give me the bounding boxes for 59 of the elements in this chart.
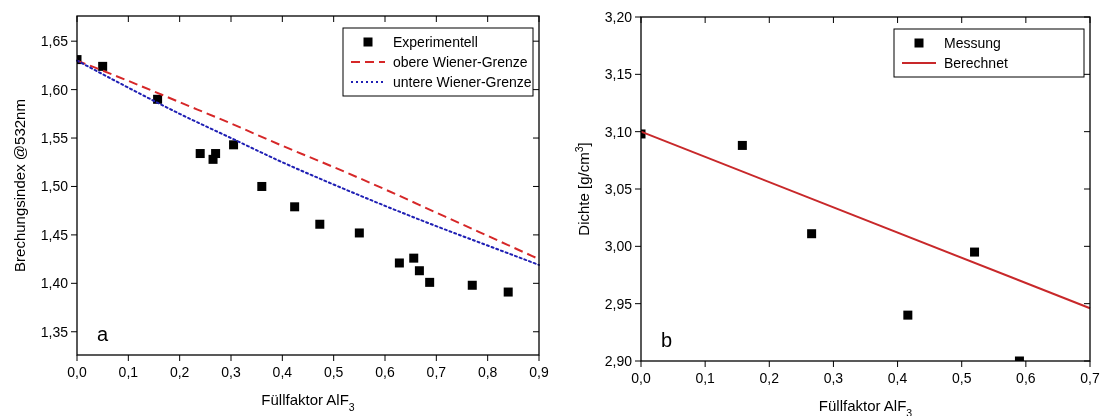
x-tick-label: 0,1 <box>695 370 716 386</box>
point <box>737 140 747 150</box>
x-tick-label: 0,1 <box>118 364 139 380</box>
x-tick-label: 0,5 <box>323 364 344 380</box>
y-tick-label: 3,10 <box>604 123 633 140</box>
point <box>195 149 205 159</box>
y-tick-label: 1,60 <box>40 81 69 98</box>
point <box>970 247 980 257</box>
point <box>315 219 325 229</box>
x-tick-label: 0,6 <box>1016 370 1036 386</box>
x-tick-label: 0,2 <box>169 364 190 380</box>
x-tick-label: 0,8 <box>477 364 498 380</box>
legend-label: Messung <box>944 35 1001 51</box>
y-tick-label: 1,45 <box>40 226 69 243</box>
point <box>409 253 419 263</box>
y-tick-label: 3,15 <box>604 66 633 83</box>
point <box>503 287 513 297</box>
point <box>354 228 364 238</box>
y-tick-label: 2,90 <box>604 353 633 369</box>
annotation: a <box>97 323 109 345</box>
point <box>229 140 239 150</box>
x-tick-label: 0,3 <box>823 370 844 386</box>
y-tick-label: 1,55 <box>40 130 69 147</box>
x-tick-label: 0,6 <box>375 364 395 380</box>
point <box>467 280 477 290</box>
x-tick-label: 0,0 <box>67 364 87 380</box>
legend-label: Experimentell <box>393 34 478 50</box>
point <box>257 181 267 191</box>
y-tick-label: 3,00 <box>604 238 633 255</box>
point <box>290 202 300 212</box>
x-tick-label: 0,4 <box>887 370 908 386</box>
x-tick-label: 0,0 <box>631 370 651 386</box>
y-tick-label: 3,05 <box>604 181 633 197</box>
point <box>807 229 817 239</box>
y-tick-label: 3,20 <box>604 9 633 25</box>
y-tick-label: 1,65 <box>40 33 69 50</box>
x-tick-label: 0,7 <box>1080 370 1100 386</box>
point <box>211 149 221 159</box>
point <box>98 61 108 71</box>
x-tick-label: 0,9 <box>529 364 549 380</box>
x-tick-label: 0,5 <box>951 370 972 386</box>
legend-label: Berechnet <box>944 55 1008 71</box>
y-tick-label: 1,35 <box>40 323 69 340</box>
x-tick-label: 0,7 <box>426 364 447 380</box>
point <box>425 277 435 287</box>
point <box>394 258 404 268</box>
legend-label: untere Wiener-Grenze <box>393 74 532 90</box>
x-tick-label: 0,3 <box>221 364 241 380</box>
y-tick-label: 1,40 <box>40 275 69 292</box>
legend-label: obere Wiener-Grenze <box>393 54 528 70</box>
y-tick-label: 1,50 <box>40 178 69 195</box>
x-tick-label: 0,4 <box>272 364 293 380</box>
y-tick-label: 2,95 <box>604 295 633 312</box>
point <box>414 266 424 276</box>
x-axis-title: Füllfaktor AlF$_{3}$ <box>261 391 355 413</box>
annotation: b <box>661 329 673 351</box>
y-axis-title: Brechungsindex @532nm <box>11 99 28 272</box>
x-tick-label: 0,2 <box>759 370 780 386</box>
point <box>903 310 913 320</box>
